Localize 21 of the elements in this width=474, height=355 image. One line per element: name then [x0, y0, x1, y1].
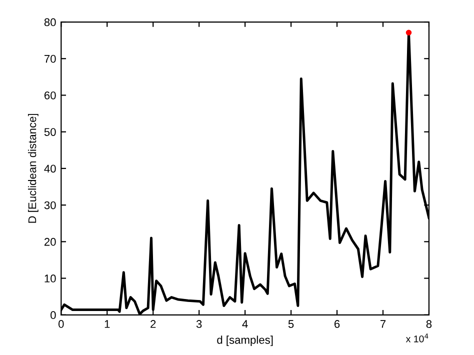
x-tick-label: 0: [58, 320, 64, 328]
y-tick-label: 60: [44, 91, 56, 100]
x-tick-label: 3: [196, 320, 202, 328]
y-tick-label: 80: [44, 18, 56, 26]
x-tick-label: 1: [104, 320, 110, 328]
x-axis-title: d [samples]: [217, 336, 273, 346]
y-tick-label: 20: [44, 238, 56, 246]
text: x 10$^{4}$: [406, 334, 428, 342]
y-tick-label: 40: [44, 164, 56, 173]
y-tick-label: 50: [44, 128, 56, 136]
y-tick-label: 0: [50, 311, 56, 320]
y-tick-label: 10: [44, 274, 56, 282]
y-tick-label: 30: [44, 201, 56, 210]
x-tick-label: 8: [426, 320, 432, 328]
x-tick-label: 7: [380, 320, 386, 328]
x-tick-label: 4: [242, 320, 248, 328]
y-tick-label: 70: [44, 54, 56, 63]
x-tick-label: 2: [150, 320, 156, 328]
x-tick-label: 5: [288, 320, 294, 328]
y-axis-title: D [Euclidean distance]: [28, 114, 38, 223]
x-tick-label: 6: [334, 320, 340, 328]
